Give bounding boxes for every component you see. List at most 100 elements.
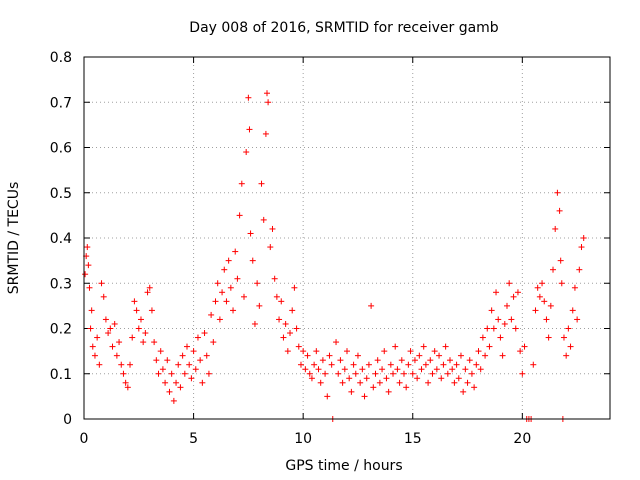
data-point	[135, 325, 142, 332]
data-point	[344, 348, 350, 355]
data-point	[580, 235, 587, 241]
data-point	[534, 284, 541, 291]
data-point	[444, 370, 451, 377]
data-point	[556, 207, 563, 214]
data-point	[265, 99, 272, 106]
data-point	[545, 334, 552, 341]
data-point	[251, 320, 258, 327]
data-point	[541, 298, 548, 305]
data-point	[400, 370, 407, 377]
data-point	[155, 370, 162, 377]
data-point	[210, 339, 217, 346]
data-point	[414, 375, 421, 382]
y-tick-label: 0.3	[50, 276, 72, 292]
data-point	[576, 266, 583, 273]
data-point	[370, 384, 377, 391]
data-point	[188, 375, 195, 382]
data-point	[341, 366, 348, 373]
data-point	[554, 189, 561, 196]
data-point	[173, 379, 180, 386]
x-tick-label: 5	[189, 431, 198, 447]
data-point	[238, 180, 245, 187]
data-point	[88, 307, 95, 314]
data-point	[394, 366, 401, 373]
data-point	[295, 343, 302, 350]
data-point	[436, 352, 443, 359]
data-point	[501, 320, 508, 327]
data-point	[433, 366, 440, 373]
data-point	[565, 325, 572, 332]
data-point	[420, 343, 427, 350]
data-point	[473, 361, 480, 368]
data-point	[245, 94, 252, 101]
data-point	[168, 370, 175, 377]
data-point	[499, 352, 506, 359]
data-point	[246, 126, 253, 133]
data-point	[297, 361, 304, 368]
data-point	[425, 379, 432, 386]
y-tick-label: 0.1	[50, 367, 72, 383]
data-point	[479, 334, 486, 341]
data-point	[558, 280, 565, 287]
data-point	[324, 393, 331, 400]
data-point	[346, 375, 353, 382]
data-point	[87, 325, 94, 332]
data-point	[181, 370, 188, 377]
data-point	[107, 325, 114, 332]
data-point	[506, 280, 513, 287]
data-point	[328, 361, 335, 368]
data-point	[482, 352, 489, 359]
data-point	[256, 302, 263, 309]
y-tick-label: 0.8	[50, 50, 72, 66]
data-point	[475, 348, 482, 355]
data-point	[361, 393, 368, 400]
data-point	[574, 316, 581, 323]
data-point	[131, 298, 138, 305]
data-point	[547, 302, 554, 309]
data-point	[129, 334, 136, 341]
data-point	[453, 361, 460, 368]
y-tick-label: 0.2	[50, 322, 72, 338]
data-point	[363, 375, 370, 382]
data-point	[337, 357, 344, 364]
data-point	[232, 248, 239, 255]
data-point	[418, 366, 425, 373]
data-point	[159, 366, 166, 373]
data-point	[484, 325, 491, 332]
data-point	[477, 366, 484, 373]
data-point	[407, 348, 414, 355]
data-point	[383, 375, 390, 382]
data-point	[440, 361, 447, 368]
data-point	[201, 330, 208, 337]
data-point	[230, 307, 237, 314]
data-point	[199, 379, 206, 386]
data-point	[109, 343, 116, 350]
data-point	[326, 352, 333, 359]
data-point	[536, 293, 543, 300]
data-point	[140, 339, 147, 346]
x-tick-label: 0	[80, 431, 89, 447]
data-point	[468, 370, 475, 377]
x-tick-label: 10	[294, 431, 312, 447]
data-point	[521, 343, 528, 350]
data-point	[186, 361, 193, 368]
y-tick-labels: 0 0.1 0.2 0.3 0.4 0.5 0.6 0.7 0.8	[50, 50, 72, 428]
data-point	[350, 361, 357, 368]
data-point	[315, 366, 322, 373]
data-point	[405, 361, 412, 368]
data-point	[162, 379, 169, 386]
data-point	[127, 361, 134, 368]
data-point	[517, 348, 524, 355]
x-tick-label: 20	[513, 431, 531, 447]
data-point	[278, 298, 285, 305]
data-point	[304, 352, 311, 359]
data-point	[175, 361, 182, 368]
data-point	[512, 325, 519, 332]
data-point	[249, 257, 256, 264]
data-point	[282, 320, 289, 327]
data-point	[539, 280, 546, 287]
data-point	[208, 311, 215, 318]
data-point	[300, 348, 307, 355]
data-point	[111, 320, 118, 327]
